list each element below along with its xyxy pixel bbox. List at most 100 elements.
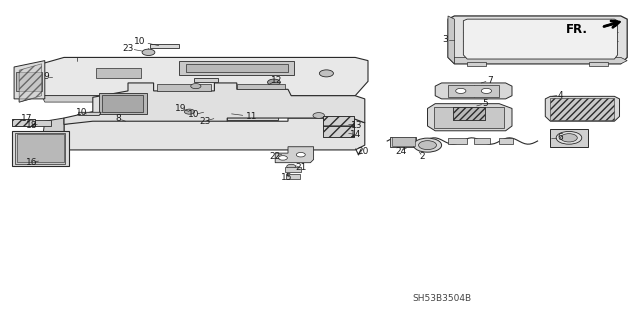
Polygon shape	[19, 64, 42, 102]
Bar	[285, 167, 301, 172]
Bar	[12, 131, 69, 166]
Polygon shape	[19, 64, 42, 102]
Circle shape	[184, 109, 195, 114]
Polygon shape	[42, 96, 355, 102]
Text: FR.: FR.	[566, 23, 588, 36]
Text: 3: 3	[442, 35, 447, 44]
Bar	[323, 116, 354, 126]
Polygon shape	[448, 16, 454, 64]
Circle shape	[268, 79, 280, 85]
Bar	[286, 174, 300, 179]
Text: 24: 24	[395, 147, 406, 156]
Text: SH53B3504B: SH53B3504B	[412, 294, 471, 303]
Polygon shape	[463, 19, 618, 59]
Circle shape	[278, 156, 287, 160]
Bar	[96, 68, 141, 78]
Bar	[448, 138, 467, 144]
Circle shape	[142, 49, 155, 56]
Circle shape	[287, 164, 296, 169]
Bar	[323, 125, 354, 137]
Text: 10: 10	[188, 110, 199, 119]
Circle shape	[556, 131, 582, 144]
Bar	[550, 98, 614, 120]
Text: 18: 18	[26, 121, 38, 130]
Polygon shape	[453, 107, 485, 120]
Bar	[179, 61, 294, 75]
Polygon shape	[79, 112, 101, 115]
Text: 11: 11	[246, 112, 257, 121]
Text: 7: 7	[487, 76, 492, 85]
Polygon shape	[448, 16, 627, 64]
Polygon shape	[275, 147, 314, 163]
Circle shape	[191, 84, 201, 89]
Text: 20: 20	[357, 147, 369, 156]
Bar	[392, 137, 415, 146]
Text: 23: 23	[122, 44, 134, 53]
Text: 13: 13	[351, 121, 363, 130]
Polygon shape	[14, 61, 45, 99]
Bar	[157, 84, 211, 91]
Bar	[589, 62, 608, 66]
Bar	[474, 138, 490, 144]
Circle shape	[319, 70, 333, 77]
Text: 16: 16	[26, 158, 38, 167]
Polygon shape	[150, 44, 179, 48]
Bar	[550, 129, 588, 147]
Bar	[323, 116, 354, 126]
Bar	[229, 104, 273, 117]
Circle shape	[481, 88, 492, 93]
Text: 2: 2	[420, 152, 425, 161]
Bar	[224, 101, 278, 120]
Polygon shape	[64, 118, 365, 150]
Polygon shape	[454, 57, 627, 64]
Bar	[102, 95, 143, 112]
Bar	[390, 137, 416, 147]
Bar	[16, 72, 42, 91]
Text: 9: 9	[44, 72, 49, 81]
Polygon shape	[64, 83, 365, 124]
Polygon shape	[42, 118, 64, 150]
Circle shape	[419, 141, 436, 150]
Text: 23: 23	[199, 117, 211, 126]
Bar	[99, 93, 147, 114]
Text: 22: 22	[269, 152, 281, 161]
Text: 17: 17	[21, 114, 33, 123]
Text: 14: 14	[350, 130, 362, 139]
Bar	[186, 64, 288, 72]
Bar	[17, 134, 64, 162]
Text: 5: 5	[483, 99, 488, 108]
Text: 10: 10	[134, 37, 145, 46]
Polygon shape	[194, 78, 218, 82]
Polygon shape	[428, 104, 512, 131]
Bar	[237, 84, 285, 89]
Text: 19: 19	[175, 104, 186, 113]
Bar	[15, 133, 65, 164]
Text: 6: 6	[558, 133, 563, 142]
Text: 12: 12	[271, 76, 282, 85]
Bar	[35, 120, 51, 126]
Circle shape	[456, 88, 466, 93]
Circle shape	[413, 138, 442, 152]
Polygon shape	[250, 102, 294, 105]
Bar	[448, 85, 499, 97]
Text: 15: 15	[281, 173, 292, 182]
Bar	[499, 138, 513, 144]
Circle shape	[313, 113, 324, 118]
Bar	[467, 62, 486, 66]
Polygon shape	[12, 119, 35, 126]
Polygon shape	[250, 83, 294, 102]
Circle shape	[296, 152, 305, 157]
Polygon shape	[250, 87, 272, 105]
Text: 21: 21	[295, 163, 307, 172]
Text: 4: 4	[558, 91, 563, 100]
Bar	[434, 107, 504, 128]
Text: 8: 8	[116, 114, 121, 123]
Polygon shape	[545, 96, 620, 121]
Bar	[12, 119, 35, 126]
Polygon shape	[42, 57, 368, 96]
Polygon shape	[435, 83, 512, 99]
Bar	[229, 104, 273, 117]
Bar	[453, 107, 485, 120]
Text: 10: 10	[76, 108, 88, 117]
Circle shape	[561, 134, 577, 142]
